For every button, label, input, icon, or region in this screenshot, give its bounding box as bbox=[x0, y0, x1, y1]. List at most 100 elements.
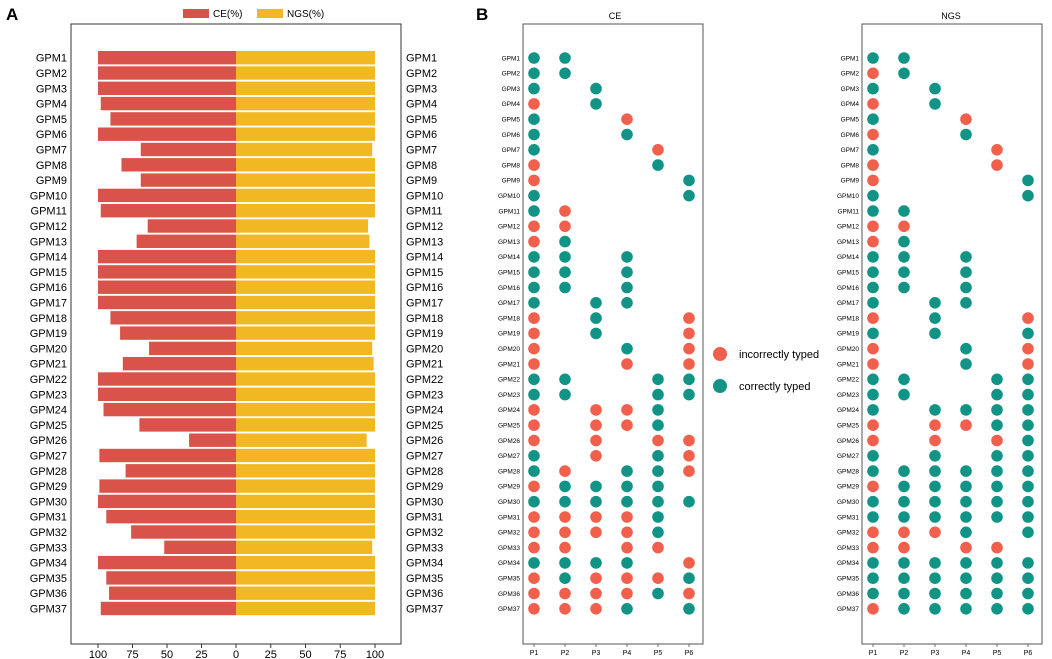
dot-row-label-gpm32: GPM32 bbox=[498, 530, 520, 537]
dot-gpm26-p1-incorrect bbox=[867, 434, 879, 447]
bar-ngs-gpm13 bbox=[236, 234, 370, 248]
dot-gpm28-p6-incorrect bbox=[683, 465, 695, 477]
ytick-left-gpm20: GPM20 bbox=[30, 343, 67, 355]
dot-gpm35-p5-incorrect bbox=[652, 572, 664, 584]
dot-row-label-gpm36: GPM36 bbox=[837, 591, 859, 598]
dot-gpm34-p1-correct bbox=[867, 557, 879, 569]
bar-ce-gpm14 bbox=[98, 249, 236, 264]
bar-ngs-gpm37 bbox=[236, 601, 375, 616]
bar-ngs-gpm12 bbox=[236, 219, 369, 233]
legend-swatch-ngs bbox=[257, 9, 283, 18]
dot-row-label-gpm14: GPM14 bbox=[498, 254, 520, 261]
bar-ngs-gpm22 bbox=[236, 372, 375, 386]
dot-gpm1-p1-correct bbox=[867, 52, 879, 64]
dot-x-label-p3: P3 bbox=[931, 650, 940, 657]
bar-ngs-gpm5 bbox=[236, 112, 375, 126]
dot-row-label-gpm26: GPM26 bbox=[837, 438, 859, 445]
dot-gpm34-p2-correct bbox=[898, 557, 910, 569]
bar-ngs-gpm8 bbox=[236, 158, 375, 172]
dot-row-label-gpm24: GPM24 bbox=[498, 407, 520, 414]
bar-ce-gpm23 bbox=[98, 387, 236, 401]
dot-gpm14-p4-correct bbox=[621, 251, 633, 263]
dot-gpm23-p2-correct bbox=[898, 388, 910, 401]
right-category-labels: GPM1 GPM2 GPM3 GPM4 GPM5 GPM6 GPM7 GPM8 GPM9 GPM1… bbox=[406, 53, 443, 616]
bar-ngs-gpm7 bbox=[236, 142, 373, 157]
dot-row-label-gpm9: GPM9 bbox=[502, 178, 521, 185]
bar-ngs-gpm31 bbox=[236, 510, 375, 524]
ytick-left-gpm16: GPM16 bbox=[30, 282, 67, 294]
bar-ngs-gpm14 bbox=[236, 249, 375, 264]
bar-ce-gpm6 bbox=[98, 127, 236, 141]
dot-gpm17-p4-correct bbox=[960, 297, 972, 309]
dot-row-label-gpm11: GPM11 bbox=[837, 208, 859, 215]
dot-gpm36-p6-incorrect bbox=[683, 587, 695, 600]
dot-gpm14-p2-correct bbox=[559, 251, 571, 263]
dot-gpm24-p1-incorrect bbox=[528, 404, 540, 416]
dot-gpm36-p3-incorrect bbox=[590, 587, 602, 600]
bar-ngs-gpm23 bbox=[236, 387, 375, 401]
bar-ngs-gpm34 bbox=[236, 555, 375, 570]
dot-row-label-gpm7: GPM7 bbox=[841, 147, 860, 154]
ytick-left-gpm10: GPM10 bbox=[30, 190, 67, 202]
dot-row-label-gpm13: GPM13 bbox=[498, 239, 520, 246]
dot-gpm23-p6-correct bbox=[1022, 388, 1034, 401]
dot-gpm22-p2-correct bbox=[898, 373, 910, 386]
ytick-left-gpm34: GPM34 bbox=[30, 558, 67, 570]
ytick-left-gpm29: GPM29 bbox=[30, 481, 67, 493]
dot-gpm20-p6-incorrect bbox=[683, 342, 695, 355]
bar-ce-gpm21 bbox=[122, 357, 236, 371]
dot-row-label-gpm19: GPM19 bbox=[837, 331, 859, 338]
dot-gpm29-p4-correct bbox=[621, 480, 633, 493]
dot-gpm34-p6-incorrect bbox=[683, 557, 695, 569]
dot-gpm34-p1-correct bbox=[528, 557, 540, 569]
dot-gpm30-p5-correct bbox=[991, 495, 1003, 508]
dot-gpm30-p3-correct bbox=[929, 495, 941, 508]
dot-gpm25-p4-incorrect bbox=[621, 419, 633, 432]
x-tick-label: 75 bbox=[126, 649, 138, 659]
dot-gpm29-p5-correct bbox=[652, 480, 664, 493]
panel-label-a: A bbox=[6, 5, 18, 24]
dot-gpm15-p4-correct bbox=[960, 266, 972, 279]
dot-row-label-gpm4: GPM4 bbox=[841, 101, 860, 108]
dot-gpm21-p1-incorrect bbox=[528, 358, 540, 370]
ytick-left-gpm33: GPM33 bbox=[30, 542, 67, 554]
dot-gpm7-p1-correct bbox=[867, 144, 879, 156]
x-tick-label: 50 bbox=[161, 649, 173, 659]
ytick-left-gpm31: GPM31 bbox=[30, 512, 67, 524]
panel-label-b: B bbox=[476, 5, 488, 24]
dot-gpm37-p5-correct bbox=[991, 603, 1003, 615]
dot-gpm31-p1-correct bbox=[867, 511, 879, 523]
dot-gpm37-p3-correct bbox=[929, 603, 941, 615]
dot-gpm20-p6-incorrect bbox=[1022, 342, 1034, 355]
ytick-left-gpm15: GPM15 bbox=[30, 267, 67, 279]
ytick-left-gpm37: GPM37 bbox=[30, 604, 67, 616]
dot-row-label-gpm11: GPM11 bbox=[498, 208, 520, 215]
dot-gpm5-p4-incorrect bbox=[960, 113, 972, 125]
dot-gpm26-p6-correct bbox=[1022, 434, 1034, 447]
ytick-right-gpm30: GPM30 bbox=[406, 496, 443, 508]
dot-row-label-gpm29: GPM29 bbox=[837, 484, 859, 491]
dot-gpm1-p2-correct bbox=[898, 52, 910, 64]
dot-gpm17-p4-correct bbox=[621, 297, 633, 309]
ytick-right-gpm10: GPM10 bbox=[406, 190, 443, 202]
dot-gpm29-p4-correct bbox=[960, 480, 972, 493]
dot-gpm19-p1-incorrect bbox=[528, 327, 540, 340]
dot-gpm26-p3-incorrect bbox=[590, 434, 602, 447]
dot-gpm23-p1-correct bbox=[528, 388, 540, 401]
dot-gpm21-p4-correct bbox=[960, 358, 972, 370]
dot-gpm32-p5-correct bbox=[652, 526, 664, 539]
dot-gpm12-p1-incorrect bbox=[867, 220, 879, 233]
bar-ngs-gpm36 bbox=[236, 586, 375, 600]
dot-gpm3-p3-correct bbox=[590, 82, 602, 95]
bar-ngs-gpm27 bbox=[236, 448, 375, 463]
dot-gpm30-p4-correct bbox=[621, 495, 633, 508]
dot-row-label-gpm24: GPM24 bbox=[837, 407, 859, 414]
dot-gpm30-p6-correct bbox=[683, 495, 695, 508]
dot-gpm28-p4-correct bbox=[960, 465, 972, 477]
dot-gpm28-p3-correct bbox=[929, 465, 941, 477]
dot-row-label-gpm5: GPM5 bbox=[841, 117, 860, 124]
dot-gpm12-p2-incorrect bbox=[559, 220, 571, 233]
ytick-left-gpm7: GPM7 bbox=[36, 145, 67, 157]
dot-gpm21-p4-incorrect bbox=[621, 358, 633, 370]
